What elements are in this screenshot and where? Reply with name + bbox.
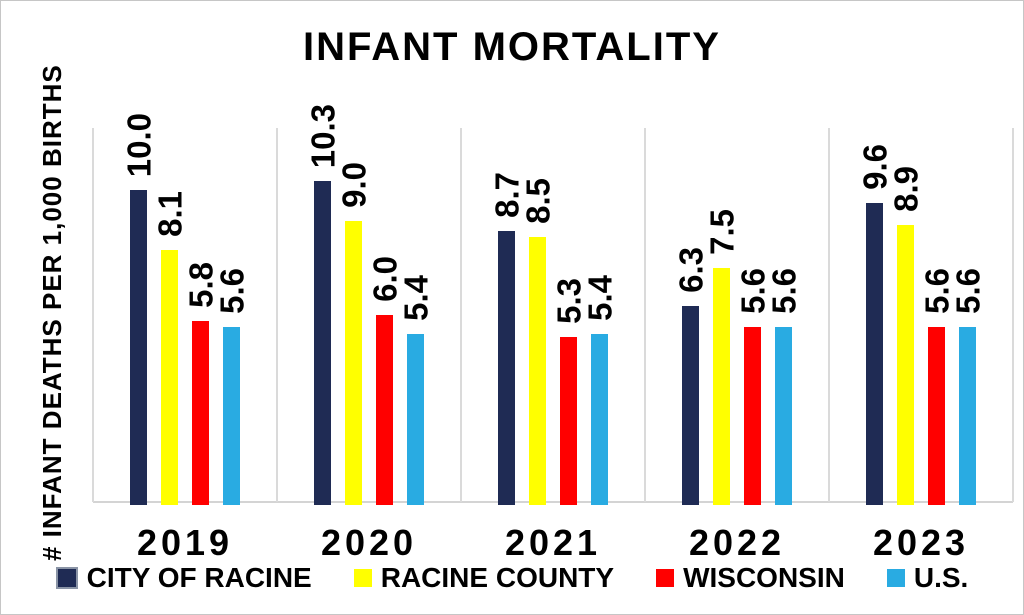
bar-wisconsin-2023: 5.6 bbox=[918, 268, 955, 505]
bar-racine-county-2019: 8.1 bbox=[151, 191, 188, 505]
x-axis-line bbox=[93, 501, 1013, 503]
bar-wisconsin-2022: 5.6 bbox=[734, 268, 771, 505]
bar-value-label: 5.3 bbox=[550, 278, 587, 324]
bar-wisconsin-2020: 6.0 bbox=[366, 256, 403, 505]
y-axis-title: # INFANT DEATHS PER 1,000 BIRTHS bbox=[37, 64, 67, 561]
x-axis-tick-label-2021: 2021 bbox=[504, 522, 602, 563]
legend-item-city-of-racine: CITY OF RACINE bbox=[55, 562, 312, 594]
bar-racine-county-2022: 7.5 bbox=[703, 209, 740, 505]
bar-city-of-racine-2022: 6.3 bbox=[672, 247, 709, 505]
bar-value-label: 8.1 bbox=[151, 191, 188, 237]
bar-racine-county-2021: 8.5 bbox=[519, 178, 556, 505]
bar-racine-county-2023: 8.9 bbox=[887, 166, 924, 505]
bar-city-of-racine-2021: 8.7 bbox=[488, 172, 525, 505]
gridline bbox=[828, 128, 830, 502]
bar-value-label: 5.6 bbox=[734, 268, 771, 314]
bar-u-s-2020: 5.4 bbox=[397, 275, 434, 505]
bar-wisconsin-2021: 5.3 bbox=[550, 278, 587, 505]
legend-label: U.S. bbox=[913, 562, 969, 593]
legend-item-wisconsin: WISCONSIN bbox=[656, 562, 845, 594]
legend-item-racine-county: RACINE COUNTY bbox=[353, 562, 615, 594]
bar-value-label: 5.4 bbox=[397, 275, 434, 321]
bar-u-s-2019: 5.6 bbox=[213, 268, 250, 505]
gridline bbox=[1012, 128, 1014, 502]
gridline bbox=[644, 128, 646, 502]
bar-value-label: 9.6 bbox=[856, 144, 893, 190]
legend-swatch-city-of-racine bbox=[55, 567, 78, 589]
bar-value-label: 5.6 bbox=[918, 268, 955, 314]
bar-wisconsin-2019: 5.8 bbox=[182, 262, 219, 505]
bar-u-s-2022: 5.6 bbox=[765, 268, 802, 505]
bar-value-label: 5.6 bbox=[213, 268, 250, 314]
gridline bbox=[460, 128, 462, 502]
bar-value-label: 5.8 bbox=[182, 262, 219, 308]
legend-label: RACINE COUNTY bbox=[380, 562, 615, 593]
bar-value-label: 5.6 bbox=[765, 268, 802, 314]
bar-value-label: 8.7 bbox=[488, 172, 525, 218]
legend-item-u-s: U.S. bbox=[886, 562, 969, 594]
x-axis-tick-label-2019: 2019 bbox=[136, 522, 234, 563]
bar-value-label: 7.5 bbox=[703, 209, 740, 255]
legend-swatch-racine-county bbox=[353, 569, 372, 587]
bar-racine-county-2020: 9.0 bbox=[335, 162, 372, 505]
legend-label: CITY OF RACINE bbox=[86, 562, 312, 593]
bar-value-label: 5.6 bbox=[949, 268, 986, 314]
bar-value-label: 6.0 bbox=[366, 256, 403, 302]
gridline bbox=[276, 128, 278, 502]
chart-title: INFANT MORTALITY bbox=[303, 25, 721, 69]
legend-swatch-u-s bbox=[886, 569, 905, 587]
bar-value-label: 8.5 bbox=[519, 178, 556, 224]
bar-value-label: 9.0 bbox=[335, 162, 372, 208]
gridline bbox=[92, 128, 94, 502]
bar-value-label: 5.4 bbox=[581, 275, 618, 321]
x-axis-tick-label-2022: 2022 bbox=[688, 522, 786, 563]
legend-label: WISCONSIN bbox=[683, 562, 845, 593]
legend-swatch-wisconsin bbox=[656, 569, 675, 587]
bar-u-s-2021: 5.4 bbox=[581, 275, 618, 505]
bar-city-of-racine-2020: 10.3 bbox=[304, 104, 341, 505]
x-axis-tick-label-2023: 2023 bbox=[872, 522, 970, 563]
bar-value-label: 10.0 bbox=[120, 112, 157, 177]
bar-u-s-2023: 5.6 bbox=[949, 268, 986, 505]
bar-value-label: 6.3 bbox=[672, 247, 709, 293]
bar-value-label: 10.3 bbox=[304, 103, 341, 168]
legend: CITY OF RACINE RACINE COUNTY WISCONSIN U.S. bbox=[1, 562, 1023, 594]
bar-city-of-racine-2019: 10.0 bbox=[120, 113, 157, 505]
bar-value-label: 8.9 bbox=[887, 166, 924, 212]
x-axis-tick-label-2020: 2020 bbox=[320, 522, 418, 563]
bar-city-of-racine-2023: 9.6 bbox=[856, 144, 893, 505]
plot-area: 10.0 8.1 5.8 5.6 10.3 9.0 6.0 5.4 8.7 8.5 5.3 5.4 6.… bbox=[92, 104, 1014, 505]
